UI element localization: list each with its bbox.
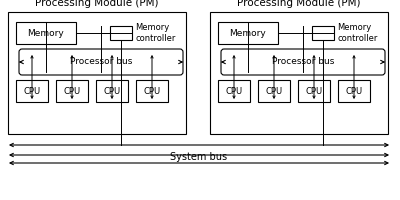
Text: Processor bus: Processor bus bbox=[272, 58, 334, 66]
Text: CPU: CPU bbox=[226, 86, 242, 96]
Text: Memory: Memory bbox=[230, 28, 266, 38]
FancyBboxPatch shape bbox=[312, 26, 334, 40]
FancyBboxPatch shape bbox=[258, 80, 290, 102]
Text: Processing Module (PM): Processing Module (PM) bbox=[237, 0, 361, 8]
Text: Processing Module (PM): Processing Module (PM) bbox=[35, 0, 159, 8]
FancyBboxPatch shape bbox=[218, 22, 278, 44]
FancyBboxPatch shape bbox=[338, 80, 370, 102]
FancyBboxPatch shape bbox=[221, 49, 385, 75]
FancyBboxPatch shape bbox=[110, 26, 132, 40]
FancyBboxPatch shape bbox=[218, 80, 250, 102]
FancyBboxPatch shape bbox=[136, 80, 168, 102]
FancyBboxPatch shape bbox=[56, 80, 88, 102]
Text: Processor bus: Processor bus bbox=[70, 58, 132, 66]
Text: System bus: System bus bbox=[170, 152, 228, 162]
Text: CPU: CPU bbox=[306, 86, 322, 96]
FancyBboxPatch shape bbox=[16, 80, 48, 102]
Text: CPU: CPU bbox=[64, 86, 80, 96]
Text: Memory
controller: Memory controller bbox=[337, 23, 377, 43]
Text: CPU: CPU bbox=[104, 86, 120, 96]
FancyBboxPatch shape bbox=[19, 49, 183, 75]
FancyBboxPatch shape bbox=[298, 80, 330, 102]
Text: CPU: CPU bbox=[24, 86, 40, 96]
Text: Memory
controller: Memory controller bbox=[135, 23, 175, 43]
Text: CPU: CPU bbox=[266, 86, 282, 96]
FancyBboxPatch shape bbox=[16, 22, 76, 44]
FancyBboxPatch shape bbox=[8, 12, 186, 134]
FancyBboxPatch shape bbox=[96, 80, 128, 102]
Text: CPU: CPU bbox=[144, 86, 160, 96]
FancyBboxPatch shape bbox=[210, 12, 388, 134]
Text: CPU: CPU bbox=[346, 86, 362, 96]
Text: Memory: Memory bbox=[28, 28, 64, 38]
